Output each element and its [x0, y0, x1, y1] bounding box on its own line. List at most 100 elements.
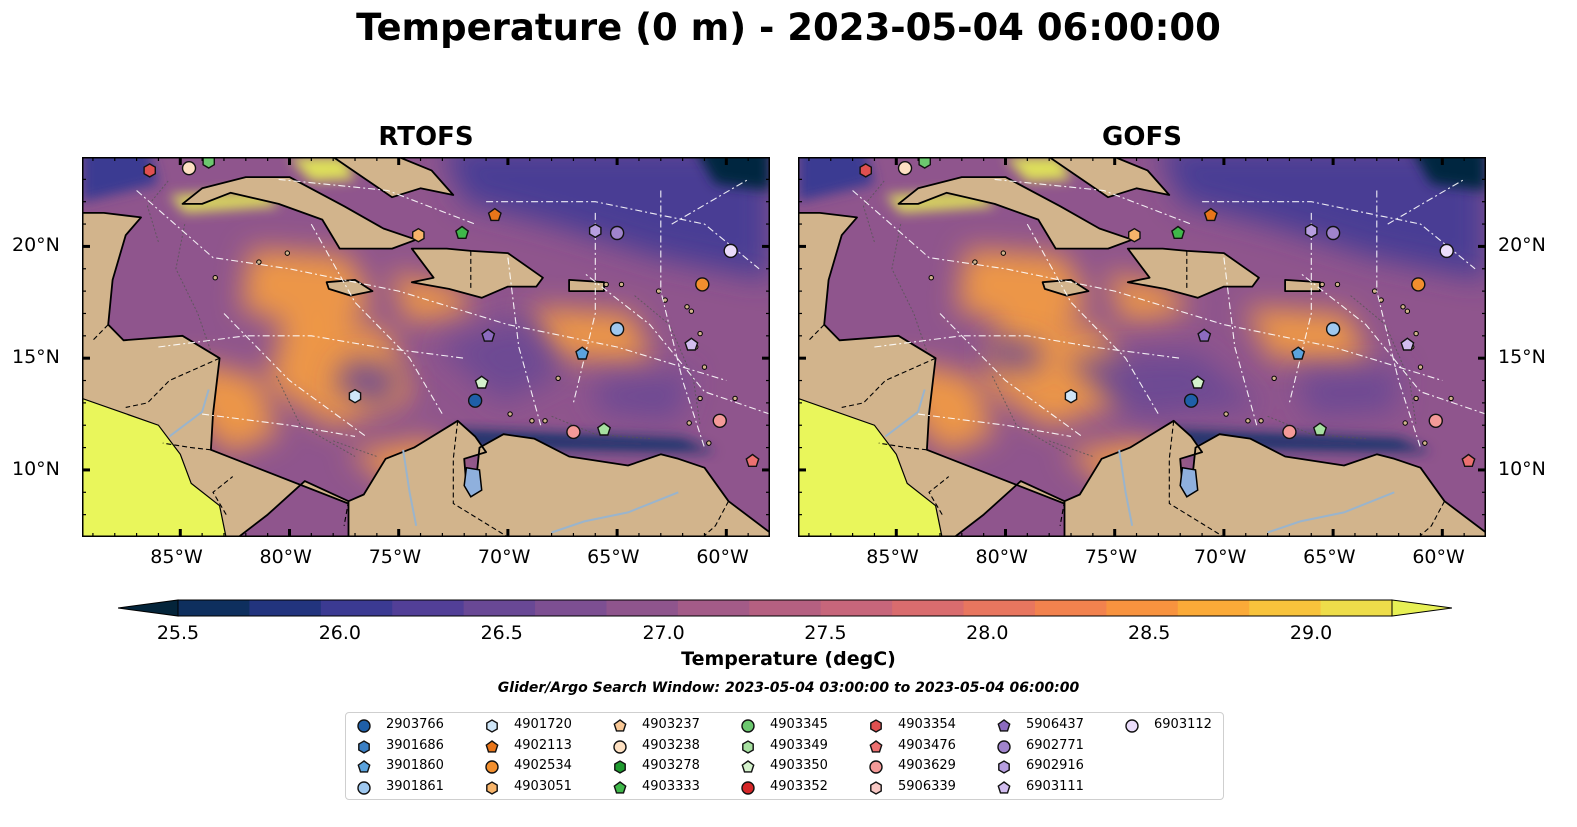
legend-label: 4902534 — [514, 758, 572, 773]
legend-marker — [357, 780, 371, 795]
colorbar-lower-extend — [117, 599, 179, 617]
float-marker — [1325, 321, 1341, 337]
float-marker — [487, 207, 502, 222]
float-marker — [1439, 243, 1454, 259]
land-masses — [82, 157, 770, 537]
legend-label: 5906437 — [1026, 717, 1084, 732]
colorbar-segment — [463, 600, 536, 616]
legend-marker — [486, 719, 498, 733]
lon-tick-label: 80°W — [259, 546, 312, 568]
legend-marker — [869, 739, 883, 753]
lon-tick-label: 70°W — [1193, 546, 1247, 568]
lat-tick-label: 10°N — [12, 457, 60, 480]
colorbar-segment — [963, 600, 1036, 616]
legend-label: 4903476 — [898, 737, 956, 753]
search-window-text: Glider/Argo Search Window: 2023-05-04 03… — [497, 680, 1080, 696]
colorbar-tick-label: 27.5 — [804, 622, 847, 644]
colorbar-segment — [249, 600, 322, 616]
colorbar-segment — [1320, 600, 1393, 616]
legend-marker — [613, 739, 627, 754]
colorbar-segment — [1034, 600, 1107, 616]
float-marker — [1400, 337, 1415, 351]
legend-marker — [486, 780, 498, 795]
colorbar-tick-label: 29.0 — [1289, 622, 1333, 644]
float-marker — [596, 422, 612, 436]
float-marker — [897, 160, 913, 176]
lat-tick-label: 15°N — [12, 346, 60, 369]
legend-marker — [869, 760, 883, 774]
float-marker — [859, 163, 873, 178]
float-marker — [474, 375, 489, 389]
colorbar-segment — [1106, 600, 1179, 616]
colorbar-segment — [892, 600, 965, 616]
legend-marker — [357, 719, 371, 733]
colorbar-segment — [677, 600, 750, 616]
bathymetry-contours — [146, 179, 701, 457]
float-marker — [712, 413, 727, 428]
colorbar — [117, 593, 1453, 623]
lon-tick-label: 60°W — [1412, 546, 1465, 568]
legend-marker — [742, 739, 754, 754]
legend-label: 4903333 — [642, 778, 700, 794]
float-marker — [1461, 453, 1476, 467]
float-marker — [1428, 413, 1443, 428]
float-marker — [1411, 277, 1426, 292]
legend-marker — [998, 760, 1010, 774]
colorbar-upper-extend — [1391, 599, 1453, 617]
float-marker — [412, 227, 425, 243]
legend-marker — [357, 760, 371, 773]
lon-tick-label: 75°W — [1084, 546, 1138, 568]
colorbar-tick-label: 26.5 — [480, 622, 523, 644]
legend-marker — [997, 739, 1011, 754]
float-marker — [1128, 227, 1141, 243]
float-marker — [467, 393, 483, 408]
colorbar-tick-label: 28.0 — [966, 622, 1009, 644]
legend-marker — [614, 760, 626, 774]
float-marker — [723, 243, 738, 259]
legend-label: 6903111 — [1026, 778, 1084, 794]
lat-tick-label: 20°N — [1498, 234, 1546, 257]
colorbar-segment — [1249, 600, 1322, 616]
float-marker — [695, 277, 710, 292]
legend-label: 6902916 — [1026, 758, 1084, 773]
legend-marker — [485, 739, 499, 753]
legend-marker — [741, 760, 755, 773]
colorbar-tick-label: 26.0 — [318, 622, 362, 644]
float-marker — [1197, 328, 1212, 342]
float-marker — [1203, 207, 1218, 222]
colorbar-tick-label: 28.5 — [1128, 622, 1171, 644]
legend-marker — [485, 760, 499, 774]
float-marker — [1325, 225, 1341, 241]
float-marker — [1312, 422, 1328, 436]
lon-tick-label: 65°W — [1303, 546, 1356, 568]
legend-label: 4903051 — [514, 778, 572, 794]
lon-tick-label: 85°W — [150, 546, 203, 568]
figure-title: Temperature (0 m) - 2023-05-04 06:00:00 — [356, 6, 1221, 49]
colorbar-tick-label: 27.0 — [642, 622, 685, 644]
legend-label: 6902771 — [1026, 737, 1084, 753]
float-marker — [481, 328, 496, 342]
float-marker — [1064, 388, 1078, 404]
legend-marker — [741, 719, 755, 733]
colorbar-segment — [820, 600, 893, 616]
float-marker — [609, 225, 625, 241]
legend-label: 3901861 — [386, 778, 444, 794]
float-marker — [1190, 375, 1205, 389]
float-marker — [566, 424, 581, 440]
float-legend: 2903766 3901686 3901860 3901861 4901720 49021… — [345, 712, 1224, 800]
rtofs-map — [82, 157, 770, 537]
legend-label: 4903629 — [898, 758, 956, 773]
float-marker — [181, 160, 197, 176]
legend-label: 4903345 — [770, 717, 828, 732]
legend-label: 4903349 — [770, 737, 828, 753]
colorbar-segment — [320, 600, 393, 616]
colorbar-segment — [178, 600, 250, 616]
float-markers — [143, 157, 760, 467]
float-marker — [588, 223, 602, 239]
legend-marker — [870, 719, 882, 733]
float-marker — [202, 157, 216, 169]
lon-tick-label: 70°W — [477, 546, 531, 568]
rtofs-panel-title: RTOFS — [378, 122, 474, 152]
float-marker — [684, 337, 699, 351]
colorbar-label: Temperature (degC) — [681, 648, 896, 670]
